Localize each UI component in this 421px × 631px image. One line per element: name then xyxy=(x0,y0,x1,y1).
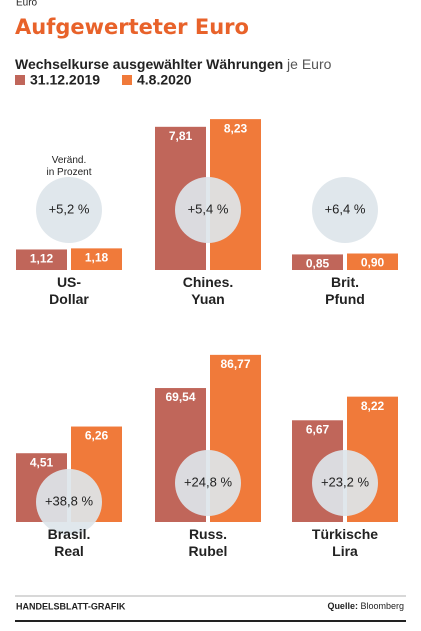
value-label: 69,54 xyxy=(165,390,195,404)
value-label: 6,67 xyxy=(306,422,330,436)
category-label: Türkische Lira xyxy=(312,526,378,559)
category-label: Russ. Rubel xyxy=(189,526,228,559)
value-label: 1,18 xyxy=(85,251,109,265)
change-circle xyxy=(36,177,102,243)
legend-label: 31.12.2019 xyxy=(30,72,100,88)
change-label: +23,2 % xyxy=(321,474,370,489)
change-circle xyxy=(175,177,241,243)
value-label: 86,77 xyxy=(220,357,250,371)
bar xyxy=(16,249,67,270)
note: Veränd. in Prozent xyxy=(46,155,91,178)
value-label: 8,22 xyxy=(361,399,385,413)
change-circle xyxy=(175,450,241,516)
value-label: 1,12 xyxy=(30,252,54,266)
change-circle xyxy=(312,450,378,516)
bar xyxy=(71,248,122,270)
footer: HANDELSBLATT-GRAFIK xyxy=(16,601,126,611)
change-circle xyxy=(36,469,102,535)
change-circle xyxy=(312,177,378,243)
legend-swatch xyxy=(122,75,132,85)
category-label: US-Dollar xyxy=(49,274,89,307)
change-label: +5,2 % xyxy=(49,201,90,216)
category-label: Brasil. Real xyxy=(48,526,91,559)
chart-title: Aufgewerteter Euro xyxy=(15,15,249,39)
change-label: +24,8 % xyxy=(184,474,233,489)
value-label: 6,26 xyxy=(85,429,109,443)
source: Quelle: Bloomberg xyxy=(327,601,404,611)
category-label: Brit. Pfund xyxy=(325,274,365,307)
change-label: +38,8 % xyxy=(45,493,94,508)
category-label: Chines. Yuan xyxy=(183,274,234,307)
value-label: 0,90 xyxy=(361,256,385,270)
subtitle: Wechselkurse ausgewählter Währungen je E… xyxy=(15,56,332,72)
source-name: Bloomberg xyxy=(360,601,404,611)
value-label: 8,23 xyxy=(224,121,248,135)
bar xyxy=(292,254,343,270)
source-label: Quelle: xyxy=(327,601,358,611)
legend-label: 4.8.2020 xyxy=(137,72,192,88)
legend-swatch xyxy=(15,75,25,85)
kicker: Euro xyxy=(16,0,38,9)
change-label: +5,4 % xyxy=(188,201,229,216)
change-label: +6,4 % xyxy=(325,201,366,216)
value-label: 4,51 xyxy=(30,455,54,469)
bar xyxy=(347,253,398,270)
value-label: 7,81 xyxy=(169,129,193,143)
value-label: 0,85 xyxy=(306,257,330,271)
subtitle-unit: je Euro xyxy=(286,56,332,72)
subtitle-main: Wechselkurse ausgewählter Währungen xyxy=(15,56,283,72)
